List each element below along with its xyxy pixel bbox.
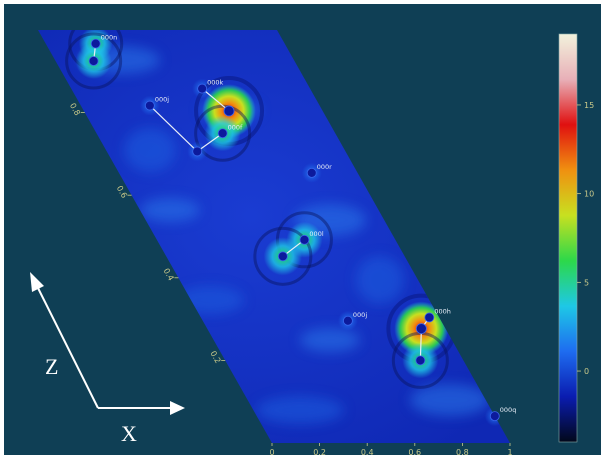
x-tick-label: 1 bbox=[507, 448, 512, 457]
z-direction-label: Z bbox=[45, 354, 58, 379]
colorbar-tick-label: 0 bbox=[584, 367, 589, 376]
x-axis-ticks: 0 0.2 0.4 0.6 0.8 1 bbox=[269, 443, 513, 457]
peak-marker bbox=[299, 234, 310, 245]
colorbar-gradient bbox=[559, 34, 577, 442]
colorbar: 0 5 10 15 bbox=[558, 33, 594, 443]
peak-marker bbox=[424, 312, 435, 323]
peak-marker bbox=[90, 38, 101, 49]
peak-marker bbox=[489, 411, 500, 422]
peak-marker bbox=[306, 167, 317, 178]
peak-label: 000n bbox=[101, 34, 118, 42]
peak-marker bbox=[197, 83, 208, 94]
colorbar-tick-label: 5 bbox=[584, 278, 589, 287]
peak-marker bbox=[144, 100, 155, 111]
colorbar-tick-label: 10 bbox=[584, 190, 594, 199]
bond-line bbox=[201, 88, 230, 112]
peak-label: 000h bbox=[434, 307, 451, 315]
x-tick-label: 0.8 bbox=[456, 448, 469, 457]
peak-marker bbox=[217, 128, 228, 139]
x-tick-label: 0.2 bbox=[313, 448, 326, 457]
peak-label: 000l bbox=[309, 230, 323, 238]
peak-marker bbox=[277, 251, 288, 262]
bond-line bbox=[149, 105, 198, 152]
peak-marker bbox=[343, 315, 353, 326]
z-arrowhead-icon bbox=[30, 272, 44, 292]
direction-arrows: Z X bbox=[30, 272, 185, 446]
peak-label: 000q bbox=[500, 406, 517, 414]
x-tick-label: 0 bbox=[269, 448, 274, 457]
peak-label: 000r bbox=[317, 163, 332, 171]
peak-marker bbox=[415, 355, 426, 366]
peak-marker bbox=[415, 323, 427, 334]
colorbar-ticks: 0 5 10 15 bbox=[577, 101, 594, 376]
peak-marker bbox=[192, 146, 203, 157]
peak-ring bbox=[253, 226, 313, 286]
z-arrow-line bbox=[35, 283, 99, 409]
x-tick-label: 0.4 bbox=[361, 448, 374, 457]
bond-line bbox=[196, 132, 223, 152]
peak-label: 000k bbox=[207, 79, 223, 87]
x-tick-label: 0.6 bbox=[408, 448, 421, 457]
peak-markers: 000n 000k 000j 000f 000r 000l 000h 000j 000q bbox=[88, 34, 517, 422]
x-arrowhead-icon bbox=[170, 401, 185, 415]
peak-label: 000f bbox=[228, 123, 243, 131]
peak-marker bbox=[88, 56, 99, 66]
peak-marker bbox=[223, 105, 235, 117]
peak-label: 000j bbox=[353, 311, 367, 319]
colorbar-tick-label: 15 bbox=[584, 101, 594, 110]
peak-label: 000j bbox=[155, 96, 169, 104]
x-direction-label: X bbox=[121, 421, 137, 446]
peak-ring bbox=[65, 32, 123, 90]
